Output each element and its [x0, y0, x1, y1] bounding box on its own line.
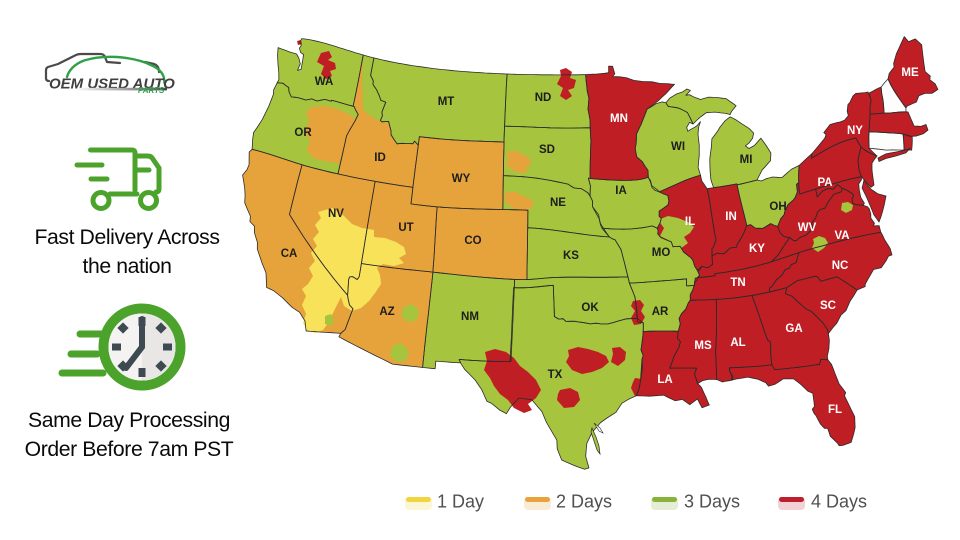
svg-text:ME: ME — [901, 67, 919, 79]
svg-text:OR: OR — [294, 127, 312, 139]
svg-text:2 Days: 2 Days — [556, 492, 612, 512]
svg-text:IA: IA — [615, 185, 627, 197]
svg-text:1 Day: 1 Day — [437, 492, 484, 512]
svg-text:KY: KY — [749, 243, 765, 255]
svg-text:AR: AR — [652, 306, 669, 318]
svg-text:4 Days: 4 Days — [811, 492, 867, 512]
svg-text:UT: UT — [398, 222, 413, 234]
svg-text:MS: MS — [694, 340, 712, 352]
svg-text:GA: GA — [785, 323, 802, 335]
svg-text:ND: ND — [535, 92, 552, 104]
svg-text:VA: VA — [834, 230, 849, 242]
svg-text:NE: NE — [550, 197, 566, 209]
svg-text:PA: PA — [817, 177, 832, 189]
svg-text:SD: SD — [539, 144, 555, 156]
svg-text:MN: MN — [610, 113, 628, 125]
svg-text:IL: IL — [685, 216, 695, 228]
svg-text:TN: TN — [730, 277, 745, 289]
svg-text:OH: OH — [769, 201, 786, 213]
svg-text:SC: SC — [820, 300, 836, 312]
svg-text:OK: OK — [581, 302, 599, 314]
svg-text:FL: FL — [828, 404, 842, 416]
svg-text:WI: WI — [671, 141, 685, 153]
svg-text:WY: WY — [452, 173, 471, 185]
svg-text:KS: KS — [563, 250, 579, 262]
svg-text:NC: NC — [832, 260, 849, 272]
svg-text:NM: NM — [461, 311, 479, 323]
svg-text:ID: ID — [374, 152, 386, 164]
svg-text:AL: AL — [730, 337, 745, 349]
svg-text:CA: CA — [281, 248, 298, 260]
svg-text:PARTS: PARTS — [138, 86, 165, 95]
svg-text:TX: TX — [548, 369, 563, 381]
svg-text:WV: WV — [798, 222, 817, 234]
svg-text:NV: NV — [328, 208, 344, 220]
svg-text:3 Days: 3 Days — [684, 492, 740, 512]
svg-text:IN: IN — [725, 211, 737, 223]
svg-text:MT: MT — [438, 96, 455, 108]
svg-text:MI: MI — [740, 154, 753, 166]
svg-text:NY: NY — [847, 125, 863, 137]
svg-text:MO: MO — [652, 247, 671, 259]
svg-text:LA: LA — [657, 374, 672, 386]
svg-text:WA: WA — [315, 76, 334, 88]
svg-text:CO: CO — [464, 235, 481, 247]
svg-text:AZ: AZ — [379, 306, 394, 318]
